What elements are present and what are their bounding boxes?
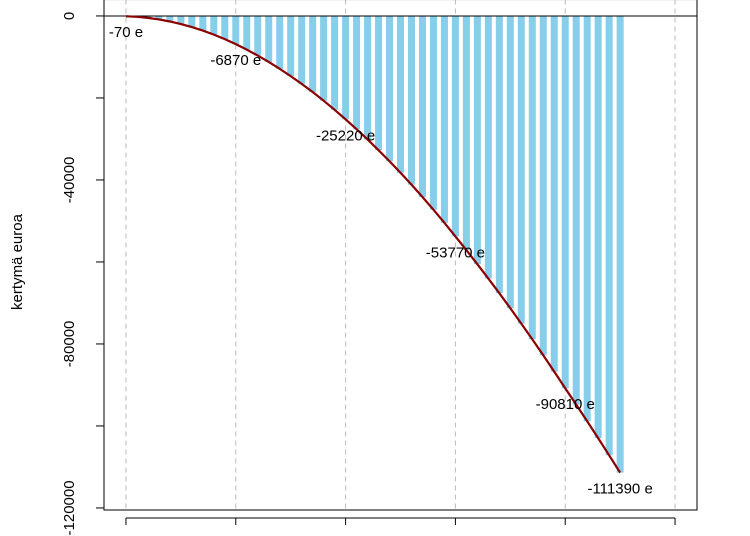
bar xyxy=(320,15,328,101)
bar xyxy=(440,15,448,223)
bar xyxy=(462,15,470,251)
y-tick-label: -40000 xyxy=(61,157,78,204)
bar xyxy=(353,15,361,130)
bar xyxy=(616,15,624,473)
bar xyxy=(506,15,514,309)
data-label: -6870 e xyxy=(210,52,261,69)
bar xyxy=(232,15,240,45)
bar xyxy=(550,15,558,372)
bar xyxy=(188,15,196,28)
bar xyxy=(594,15,602,439)
bar xyxy=(221,15,229,40)
bar xyxy=(473,15,481,265)
data-label: -25220 e xyxy=(316,127,375,144)
bar xyxy=(254,15,262,56)
bar xyxy=(495,15,503,294)
bar xyxy=(298,15,306,84)
bar xyxy=(210,15,218,35)
y-tick-label: -80000 xyxy=(61,321,78,368)
bar xyxy=(572,15,580,405)
bar xyxy=(155,15,163,20)
data-label: -53770 e xyxy=(426,244,485,261)
data-label: -111390 e xyxy=(587,481,652,498)
bar xyxy=(243,15,251,50)
bar xyxy=(418,15,426,197)
bar xyxy=(517,15,525,324)
y-axis-label: kertymä euroa xyxy=(9,213,26,310)
bar xyxy=(276,15,284,69)
bar xyxy=(177,15,185,25)
y-tick-label: -120000 xyxy=(61,480,78,535)
bar xyxy=(386,15,394,162)
cumulative-line xyxy=(125,15,622,474)
bar xyxy=(561,15,569,389)
bar xyxy=(484,15,492,279)
bar xyxy=(331,15,339,110)
bar xyxy=(528,15,536,340)
bar xyxy=(309,15,317,93)
bar xyxy=(364,15,372,140)
bar xyxy=(342,15,350,120)
bar xyxy=(199,15,207,31)
bar xyxy=(451,15,459,237)
bar xyxy=(375,15,383,151)
bar xyxy=(539,15,547,356)
data-label: -70 e xyxy=(109,24,143,41)
data-label: -90810 e xyxy=(536,396,595,413)
bar xyxy=(166,15,174,22)
bar xyxy=(397,15,404,173)
bar xyxy=(287,15,295,77)
bar xyxy=(429,15,437,210)
bar xyxy=(407,15,415,185)
bar xyxy=(265,15,273,62)
plot-frame xyxy=(103,0,698,511)
y-tick-label: 0 xyxy=(61,12,78,20)
bar xyxy=(605,15,613,456)
bar xyxy=(583,15,591,422)
